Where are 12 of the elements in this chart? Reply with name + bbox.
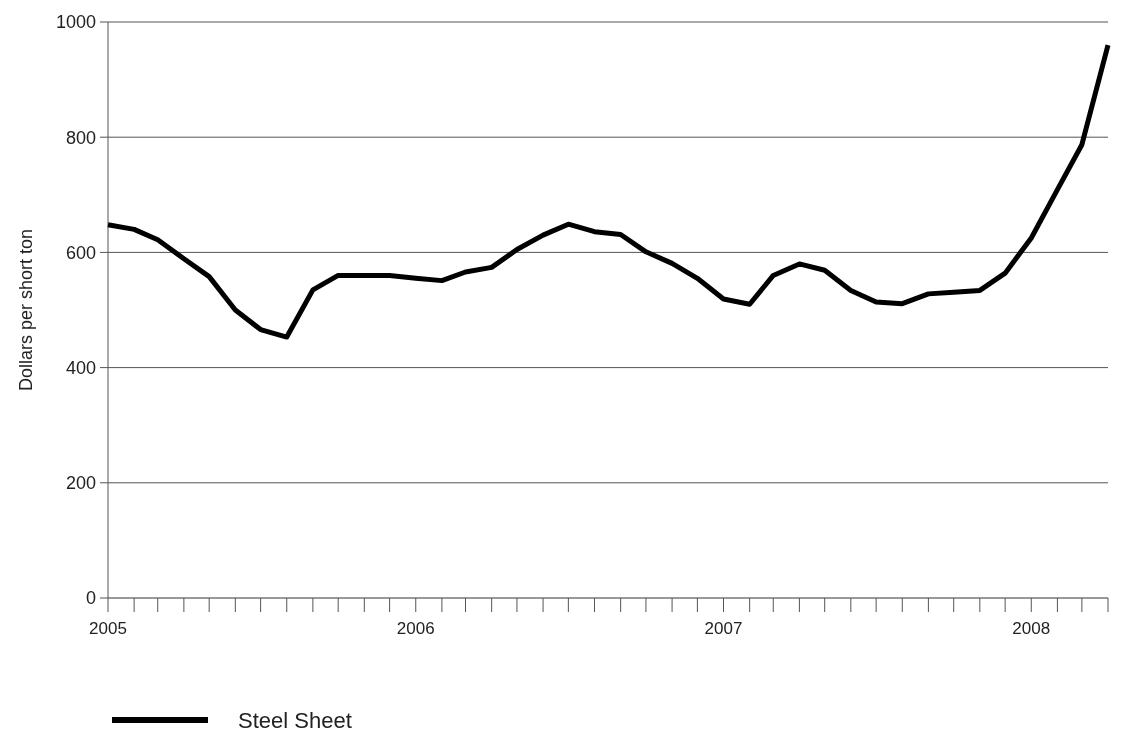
legend-label: Steel Sheet	[238, 707, 352, 733]
x-tick-label: 2008	[1012, 619, 1051, 638]
y-tick-label: 200	[65, 473, 96, 494]
y-tick-label: 800	[65, 127, 96, 148]
y-tick-label: 1000	[55, 12, 96, 33]
y-axis-title: Dollars per short ton	[16, 228, 36, 392]
x-tick-label: 2007	[704, 619, 743, 638]
y-tick-label: 400	[65, 357, 96, 378]
x-tick-label: 2005	[89, 619, 127, 638]
x-tick-label: 2006	[396, 619, 435, 638]
y-tick-label: 600	[65, 242, 96, 263]
y-tick-label: 0	[85, 588, 96, 609]
